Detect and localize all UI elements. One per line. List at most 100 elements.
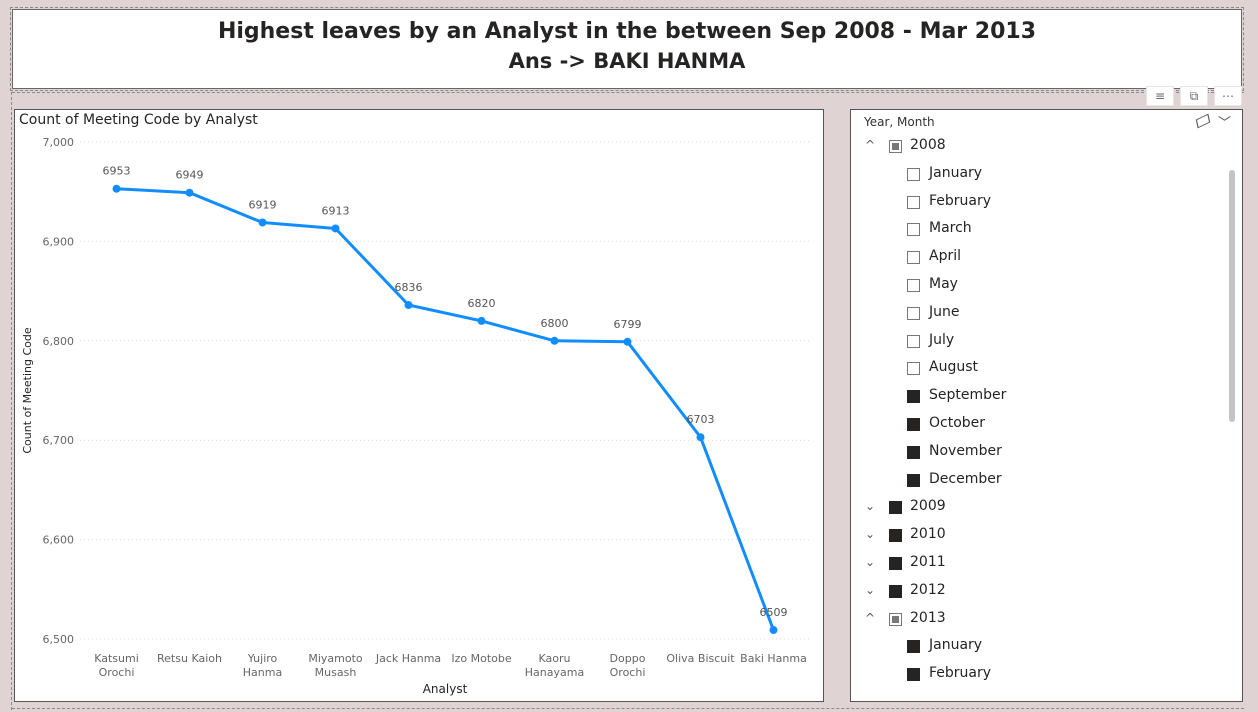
x-tick-label: Oliva Biscuit (666, 652, 735, 665)
slicer-month-item[interactable]: March (851, 219, 1221, 241)
line-chart-card[interactable]: Count of Meeting Code by Analyst 6,500 6,… (14, 109, 824, 702)
x-tick-label: Doppo Orochi (610, 652, 646, 679)
chevron-down-icon[interactable]: ⌄ (865, 582, 876, 597)
chart-title: Count of Meeting Code by Analyst (19, 112, 258, 128)
slicer-month-item[interactable]: February (851, 664, 1221, 686)
chevron-down-icon[interactable]: ⌄ (865, 555, 876, 569)
checkbox[interactable] (907, 473, 920, 487)
slicer-item-label: May (929, 276, 958, 292)
slicer-item-label: February (929, 665, 992, 682)
checkbox[interactable] (907, 195, 920, 209)
slicer-item-label: 2010 (910, 526, 946, 543)
slicer-month-item[interactable]: September (851, 386, 1221, 408)
year-month-slicer[interactable]: Year, Month ﹀ ^ 2008 January February March A… (850, 109, 1243, 702)
checkbox[interactable] (907, 306, 920, 320)
data-point (258, 218, 267, 227)
y-tick-label: 6,500 (43, 633, 75, 646)
x-axis-title: Analyst (423, 682, 468, 696)
slicer-item-label: January (929, 164, 983, 181)
data-label: 6949 (176, 169, 204, 182)
slicer-item-label: January (929, 637, 983, 654)
chevron-down-icon[interactable]: ﹀ (1218, 116, 1232, 131)
data-point (623, 337, 632, 346)
checkbox[interactable] (907, 445, 920, 459)
checkbox[interactable] (889, 557, 902, 570)
x-tick-label: Katsumi Orochi (94, 652, 139, 679)
checkbox[interactable] (907, 640, 920, 654)
chevron-up-icon[interactable]: ^ (865, 610, 876, 625)
slicer-month-item[interactable]: August (851, 358, 1221, 380)
slicer-item-label: September (929, 387, 1007, 404)
slicer-year-item[interactable]: ⌄ 2012 (851, 581, 1221, 603)
slicer-month-item[interactable]: June (851, 303, 1221, 325)
slicer-year-item[interactable]: ^ 2013 (851, 609, 1221, 631)
focus-mode-icon[interactable]: ⧉ (1180, 86, 1208, 106)
slicer-month-item[interactable]: February (851, 192, 1221, 214)
checkbox[interactable] (889, 612, 902, 626)
slicer-year-item[interactable]: ⌄ 2010 (851, 525, 1221, 547)
slicer-item-label: 2012 (910, 581, 946, 598)
slicer-month-item[interactable]: May (851, 275, 1221, 297)
data-point (769, 626, 778, 635)
slicer-item-label: 2009 (910, 498, 946, 515)
checkbox[interactable] (907, 279, 920, 292)
checkbox[interactable] (907, 167, 920, 181)
slicer-item-label: October (929, 415, 986, 431)
data-point (696, 433, 705, 442)
y-tick-label: 7,000 (43, 136, 75, 149)
slicer-month-item[interactable]: April (851, 247, 1221, 269)
checkbox[interactable] (889, 584, 902, 598)
data-label: 6703 (687, 413, 715, 426)
slicer-title: Year, Month (864, 115, 935, 129)
slicer-month-item[interactable]: December (851, 470, 1221, 492)
checkbox[interactable] (907, 418, 920, 431)
checkbox[interactable] (907, 362, 920, 376)
y-tick-label: 6,900 (43, 235, 75, 248)
title-card: Highest leaves by an Analyst in the betw… (10, 7, 1244, 91)
checkbox[interactable] (907, 668, 920, 682)
y-tick-label: 6,700 (43, 434, 75, 447)
checkbox[interactable] (889, 501, 902, 515)
checkbox[interactable] (907, 251, 920, 265)
slicer-item-label: 2008 (910, 137, 946, 153)
checkbox[interactable] (889, 140, 902, 153)
y-tick-label: 6,600 (43, 534, 75, 547)
data-label: 6509 (760, 606, 788, 619)
slicer-month-item[interactable]: January (851, 164, 1221, 186)
chevron-up-icon[interactable]: ^ (865, 138, 876, 152)
slicer-month-item[interactable]: November (851, 442, 1221, 464)
slicer-month-item[interactable]: October (851, 414, 1221, 436)
series-line (116, 187, 775, 631)
data-label: 6799 (614, 318, 642, 331)
slicer-item-label: July (929, 331, 955, 348)
checkbox[interactable] (889, 529, 902, 543)
clear-selection-icon[interactable] (1195, 113, 1211, 129)
x-tick-label: Izo Motobe (451, 652, 511, 665)
slicer-item-label: 2013 (910, 609, 946, 626)
more-options-icon[interactable]: ⋯ (1214, 86, 1242, 106)
data-point (477, 316, 486, 325)
checkbox[interactable] (907, 223, 920, 237)
slicer-item-label: December (929, 470, 1002, 487)
canvas-divider (12, 92, 1244, 93)
slicer-scrollbar[interactable] (1229, 170, 1235, 422)
chevron-down-icon[interactable]: ⌄ (865, 527, 876, 542)
y-tick-label: 6,800 (43, 335, 75, 348)
filter-icon[interactable]: ≡ (1146, 86, 1174, 106)
slicer-item-label: April (929, 248, 961, 265)
report-answer: Ans -> BAKI HANMA (508, 49, 746, 73)
x-tick-label: Kaoru Hanayama (525, 652, 584, 679)
x-tick-label: Miyamoto Musash (308, 652, 363, 679)
slicer-year-item[interactable]: ⌄ 2009 (851, 497, 1221, 519)
slicer-month-item[interactable]: July (851, 331, 1221, 353)
data-point (404, 301, 413, 310)
slicer-item-label: February (929, 192, 992, 209)
chevron-down-icon[interactable]: ⌄ (865, 499, 876, 514)
slicer-year-item[interactable]: ⌄ 2011 (851, 553, 1221, 575)
slicer-month-item[interactable]: January (851, 636, 1221, 658)
slicer-year-item[interactable]: ^ 2008 (851, 136, 1221, 158)
slicer-item-label: 2011 (910, 554, 946, 570)
checkbox[interactable] (907, 334, 920, 348)
checkbox[interactable] (907, 390, 920, 404)
